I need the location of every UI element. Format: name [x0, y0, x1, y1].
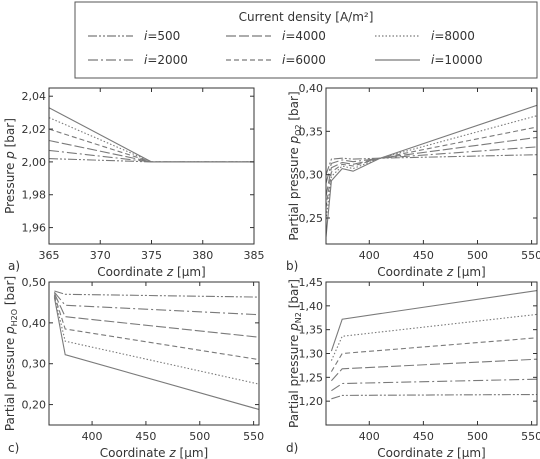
legend-label-0: i=500 [144, 29, 180, 43]
series-line-1 [326, 146, 537, 184]
x-tick-label: 450 [135, 430, 156, 443]
series-line-2 [53, 293, 259, 338]
panel-d: 400 450 500 550 1,20 1,25 1,30 1,35 1,40 1,45 Coor… [286, 276, 540, 459]
series-line-1 [49, 149, 254, 163]
y-tick-label: 1,20 [299, 395, 324, 408]
x-tick-label: 550 [521, 249, 540, 262]
series-group [326, 104, 537, 238]
series-line-3 [49, 128, 254, 163]
y-tick-label: 2,02 [22, 123, 47, 136]
y-tick-label: 1,40 [299, 300, 324, 313]
y-tick-label: 1,35 [299, 324, 324, 337]
y-tick-label: 1,30 [299, 348, 324, 361]
x-tick-label: 450 [413, 430, 434, 443]
series-group [49, 107, 254, 163]
y-tick-label: 1,98 [22, 189, 47, 202]
legend-label-1: i=4000 [282, 29, 326, 43]
y-tick-label: 1,96 [22, 222, 47, 235]
panel-letter: d) [286, 441, 298, 455]
y-tick-label: 0,20 [22, 399, 47, 412]
panel-a: 365 370 375 380 385 1,96 1,98 2,00 2,02 2,04 Coord… [3, 87, 265, 279]
series-line-1 [53, 291, 259, 316]
legend-entries: i=500 i=4000 i=8000 i=2000 i=6000 i=10000 [88, 29, 483, 67]
series-line-2 [330, 358, 537, 382]
series-line-0 [331, 393, 537, 400]
series-line-2 [49, 139, 254, 163]
series-line-2 [326, 136, 537, 197]
panel-letter: b) [286, 259, 298, 273]
y-tick-label: 2,04 [22, 90, 47, 103]
x-tick-label: 365 [39, 249, 60, 262]
legend-title: Current density [A/m²] [239, 10, 374, 24]
legend-label-3: i=2000 [144, 53, 188, 67]
y-tick-label: 1,25 [299, 371, 324, 384]
panel-letter: c) [8, 441, 19, 455]
plot-frame [325, 87, 538, 245]
x-tick-label: 450 [413, 249, 434, 262]
series-line-4 [53, 296, 259, 385]
series-group [330, 290, 537, 400]
x-tick-label: 400 [359, 249, 380, 262]
series-line-3 [330, 337, 537, 372]
series-line-5 [49, 107, 254, 163]
x-tick-label: 400 [359, 430, 380, 443]
x-axis-label: Coordinate z [µm] [97, 265, 205, 279]
panel-b: 400 450 500 550 0,25 0,30 0,35 0,40 Coordinate z… [286, 82, 540, 279]
x-tick-label: 500 [189, 430, 210, 443]
series-line-5 [326, 104, 537, 238]
y-axis-label: Pressure p [bar] [3, 118, 17, 214]
x-tick-label: 375 [141, 249, 162, 262]
series-line-4 [330, 313, 537, 361]
legend-label-2: i=8000 [431, 29, 475, 43]
legend-label-5: i=10000 [431, 53, 483, 67]
x-axis-label: Coordinate z [µm] [377, 265, 485, 279]
y-tick-label: 0,40 [22, 317, 47, 330]
x-tick-label: 500 [467, 430, 488, 443]
legend: Current density [A/m²] i=500 i=4000 i=8000… [74, 1, 538, 79]
series-group [53, 290, 259, 411]
y-tick-label: 0,30 [299, 169, 324, 182]
panel-c: 400 450 500 550 0,20 0,30 0,40 0,50 Coordinate z… [3, 276, 264, 459]
y-axis-label: Partial pressure pH2O [bar] [3, 276, 19, 431]
x-tick-label: 400 [82, 430, 103, 443]
x-tick-label: 385 [244, 249, 265, 262]
y-tick-label: 0,35 [299, 125, 324, 138]
series-line-3 [53, 294, 259, 361]
series-line-1 [331, 378, 537, 392]
legend-label-4: i=6000 [282, 53, 326, 67]
series-line-3 [326, 126, 537, 208]
plot-frame [325, 281, 538, 426]
y-axis-label: Partial pressure pN2 [bar] [287, 279, 303, 428]
series-line-0 [326, 154, 537, 175]
x-tick-label: 370 [90, 249, 111, 262]
legend-frame [74, 1, 538, 79]
y-tick-label: 2,00 [22, 156, 47, 169]
plot-frame [48, 87, 255, 245]
series-line-4 [326, 115, 537, 220]
panel-letter: a) [8, 259, 20, 273]
y-tick-label: 0,30 [22, 358, 47, 371]
x-tick-label: 550 [243, 430, 264, 443]
x-tick-label: 550 [521, 430, 540, 443]
x-axis-label: Coordinate z [µm] [377, 446, 485, 459]
y-tick-label: 0,50 [22, 276, 47, 289]
x-axis-label: Coordinate z [µm] [100, 446, 208, 459]
plot-frame [48, 281, 260, 426]
y-tick-label: 0,25 [299, 212, 324, 225]
series-line-0 [54, 290, 259, 298]
y-axis-label: Partial pressure pO2 [bar] [287, 91, 303, 240]
series-line-5 [330, 290, 537, 352]
series-line-5 [53, 297, 259, 411]
y-tick-label: 1,45 [299, 276, 324, 289]
x-tick-label: 380 [192, 249, 213, 262]
y-tick-label: 0,40 [299, 82, 324, 95]
x-tick-label: 500 [467, 249, 488, 262]
